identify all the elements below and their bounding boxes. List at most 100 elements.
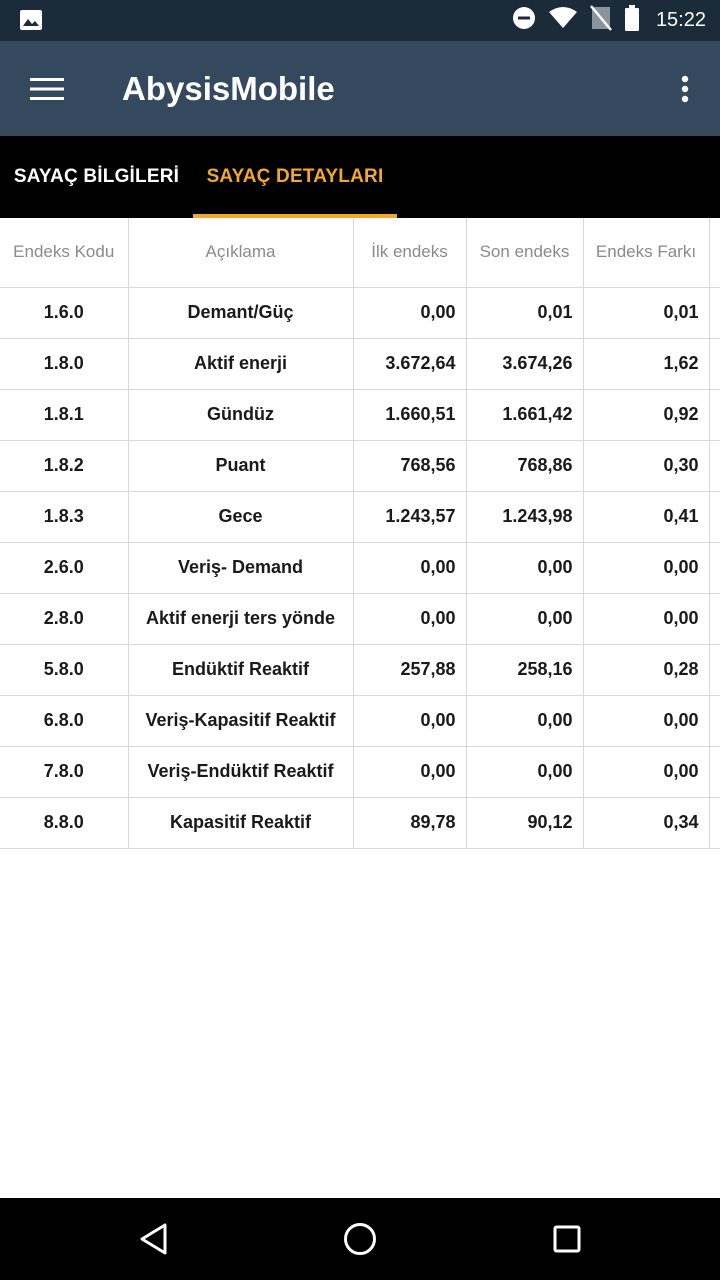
cell-ilk-endeks: 89,78	[353, 797, 467, 849]
image-icon	[19, 9, 43, 36]
endeks-table-container[interactable]: Endeks Kodu Açıklama İlk endeks Son ende…	[0, 218, 720, 1198]
table-row[interactable]: 7.8.0 Veriş-Endüktif Reaktif 0,00 0,00 0…	[0, 746, 720, 798]
cell-son-endeks: 258,16	[466, 644, 584, 696]
cell-ilk-endeks: 0,00	[353, 542, 467, 594]
cell-son-endeks: 3.674,26	[466, 338, 584, 390]
cell-son-endeks: 1.661,42	[466, 389, 584, 441]
status-bar: 15:22	[0, 0, 720, 41]
cell-ilk-endeks: 0,00	[353, 695, 467, 747]
cell-ilk-endeks: 257,88	[353, 644, 467, 696]
table-row[interactable]: 5.8.0 Endüktif Reaktif 257,88 258,16 0,2…	[0, 644, 720, 696]
cell-aciklama: Kapasitif Reaktif	[128, 797, 354, 849]
cell-overflow	[709, 287, 720, 339]
cell-endeks-kodu: 1.8.2	[0, 440, 129, 492]
cell-overflow	[709, 695, 720, 747]
cell-aciklama: Endüktif Reaktif	[128, 644, 354, 696]
endeks-table: Endeks Kodu Açıklama İlk endeks Son ende…	[0, 218, 720, 849]
tab-sayac-bilgileri[interactable]: SAYAÇ BİLGİLERİ	[13, 166, 180, 187]
cell-endeks-kodu: 1.8.0	[0, 338, 129, 390]
cell-aciklama: Veriş-Endüktif Reaktif	[128, 746, 354, 798]
cell-son-endeks: 0,00	[466, 695, 584, 747]
cell-ilk-endeks: 768,56	[353, 440, 467, 492]
cell-endeks-farki: 0,28	[583, 644, 710, 696]
cell-ilk-endeks: 1.660,51	[353, 389, 467, 441]
cell-endeks-kodu: 2.8.0	[0, 593, 129, 645]
header-endeks-kodu: Endeks Kodu	[0, 218, 129, 288]
header-son-endeks: Son endeks	[466, 218, 584, 288]
recents-icon[interactable]	[542, 1214, 592, 1264]
cell-endeks-kodu: 1.8.1	[0, 389, 129, 441]
cell-overflow	[709, 797, 720, 849]
cell-ilk-endeks: 0,00	[353, 287, 467, 339]
cell-overflow	[709, 644, 720, 696]
cell-endeks-kodu: 5.8.0	[0, 644, 129, 696]
status-time: 15:22	[655, 9, 706, 31]
cell-endeks-farki: 0,01	[583, 287, 710, 339]
battery-icon	[624, 5, 640, 36]
cell-son-endeks: 0,00	[466, 593, 584, 645]
cell-aciklama: Demant/Güç	[128, 287, 354, 339]
cell-aciklama: Puant	[128, 440, 354, 492]
cell-overflow	[709, 338, 720, 390]
cell-endeks-farki: 0,00	[583, 695, 710, 747]
cell-son-endeks: 0,00	[466, 542, 584, 594]
cell-aciklama: Veriş- Demand	[128, 542, 354, 594]
cell-overflow	[709, 389, 720, 441]
cell-endeks-farki: 0,30	[583, 440, 710, 492]
cell-endeks-farki: 0,00	[583, 593, 710, 645]
cell-aciklama: Veriş-Kapasitif Reaktif	[128, 695, 354, 747]
cell-endeks-kodu: 7.8.0	[0, 746, 129, 798]
app-bar: AbysisMobile	[0, 41, 720, 136]
cell-endeks-farki: 0,00	[583, 746, 710, 798]
cell-endeks-farki: 0,41	[583, 491, 710, 543]
cell-endeks-farki: 0,00	[583, 542, 710, 594]
cell-aciklama: Aktif enerji	[128, 338, 354, 390]
wifi-icon	[548, 6, 578, 35]
cell-endeks-kodu: 2.6.0	[0, 542, 129, 594]
cell-son-endeks: 0,01	[466, 287, 584, 339]
cell-endeks-farki: 1,62	[583, 338, 710, 390]
cell-ilk-endeks: 0,00	[353, 593, 467, 645]
table-row[interactable]: 1.8.0 Aktif enerji 3.672,64 3.674,26 1,6…	[0, 338, 720, 390]
dnd-icon	[512, 6, 536, 35]
cell-son-endeks: 768,86	[466, 440, 584, 492]
menu-icon[interactable]	[24, 69, 70, 109]
more-vert-icon[interactable]	[670, 69, 700, 109]
cell-son-endeks: 90,12	[466, 797, 584, 849]
cell-ilk-endeks: 1.243,57	[353, 491, 467, 543]
table-row[interactable]: 1.8.2 Puant 768,56 768,86 0,30	[0, 440, 720, 492]
cell-endeks-farki: 0,34	[583, 797, 710, 849]
cell-overflow	[709, 593, 720, 645]
cell-aciklama: Aktif enerji ters yönde	[128, 593, 354, 645]
table-row[interactable]: 6.8.0 Veriş-Kapasitif Reaktif 0,00 0,00 …	[0, 695, 720, 747]
home-icon[interactable]	[335, 1214, 385, 1264]
back-icon[interactable]	[129, 1214, 179, 1264]
cell-overflow	[709, 491, 720, 543]
table-row[interactable]: 1.8.1 Gündüz 1.660,51 1.661,42 0,92	[0, 389, 720, 441]
table-row[interactable]: 2.8.0 Aktif enerji ters yönde 0,00 0,00 …	[0, 593, 720, 645]
cell-endeks-kodu: 6.8.0	[0, 695, 129, 747]
cell-ilk-endeks: 3.672,64	[353, 338, 467, 390]
cell-overflow	[709, 542, 720, 594]
table-row[interactable]: 1.8.3 Gece 1.243,57 1.243,98 0,41	[0, 491, 720, 543]
header-aciklama: Açıklama	[128, 218, 354, 288]
table-header-row: Endeks Kodu Açıklama İlk endeks Son ende…	[0, 218, 720, 288]
cell-son-endeks: 0,00	[466, 746, 584, 798]
cell-aciklama: Gündüz	[128, 389, 354, 441]
no-sim-icon	[589, 5, 612, 36]
cell-endeks-kodu: 1.8.3	[0, 491, 129, 543]
cell-endeks-kodu: 8.8.0	[0, 797, 129, 849]
table-row[interactable]: 2.6.0 Veriş- Demand 0,00 0,00 0,00	[0, 542, 720, 594]
cell-aciklama: Gece	[128, 491, 354, 543]
table-row[interactable]: 8.8.0 Kapasitif Reaktif 89,78 90,12 0,34	[0, 797, 720, 849]
header-endeks-farki: Endeks Farkı	[583, 218, 710, 288]
app-title: AbysisMobile	[122, 70, 335, 107]
cell-overflow	[709, 746, 720, 798]
tab-indicator	[193, 214, 397, 218]
tab-bar: SAYAÇ BİLGİLERİ SAYAÇ DETAYLARI	[0, 136, 720, 218]
header-overflow-cell	[709, 218, 720, 288]
table-row[interactable]: 1.6.0 Demant/Güç 0,00 0,01 0,01	[0, 287, 720, 339]
header-ilk-endeks: İlk endeks	[353, 218, 467, 288]
tab-sayac-detaylari[interactable]: SAYAÇ DETAYLARI	[206, 166, 384, 187]
cell-endeks-farki: 0,92	[583, 389, 710, 441]
